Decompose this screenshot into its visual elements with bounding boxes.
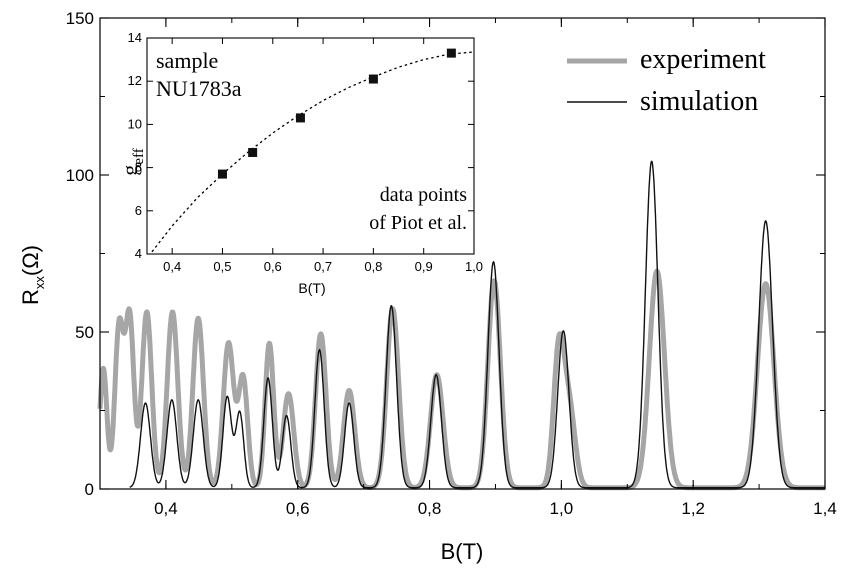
inset-y-axis-label: geff (117, 148, 147, 175)
legend: experiment simulation (567, 44, 766, 117)
data-point (446, 48, 456, 58)
inset-y-tick-label: 6 (135, 203, 142, 218)
main-ticks: 0,4 0,6 0,8 1,0 1,2 1,4 0 50 100 150 (66, 9, 837, 518)
inset-x-tick-label: 0,5 (213, 259, 231, 274)
legend-label-experiment: experiment (640, 44, 766, 75)
x-tick-label: 1,2 (681, 499, 705, 518)
x-tick-label: 1,4 (813, 499, 837, 518)
inset-y-tick-label: 4 (135, 246, 142, 261)
data-point (248, 147, 258, 157)
main-x-axis-label: B(T) (441, 539, 484, 564)
inset-data-points (217, 48, 456, 179)
data-point (217, 169, 227, 179)
main-curves (97, 160, 827, 491)
inset-x-tick-label: 1,0 (465, 259, 483, 274)
inset-y-tick-label: 12 (128, 73, 142, 88)
inset-ticks: 0,4 0,5 0,6 0,7 0,8 0,9 1,0 4 6 8 10 12 14 (128, 30, 484, 274)
fit-curve-line (151, 51, 475, 253)
inset-x-tick-label: 0,8 (364, 259, 382, 274)
inset-x-tick-label: 0,6 (264, 259, 282, 274)
inset-x-tick-label: 0,7 (314, 259, 332, 274)
inset-annotation-sample-id: NU1783a (156, 76, 242, 101)
inset-y-tick-label: 8 (135, 160, 142, 175)
x-tick-label: 0,6 (286, 499, 310, 518)
main-y-axis-label: Rxx(Ω) (18, 245, 47, 305)
inset-plot: 0,4 0,5 0,6 0,7 0,8 0,9 1,0 4 6 8 10 12 14 B(T) geff… (117, 30, 483, 296)
x-tick-label: 0,4 (154, 499, 178, 518)
inset-annotation-sample: sample (156, 48, 218, 73)
series-line-simulation (129, 160, 825, 489)
inset-y-tick-label: 14 (128, 30, 142, 45)
x-tick-label: 0,8 (418, 499, 442, 518)
inset-x-tick-label: 0,9 (415, 259, 433, 274)
inset-background (147, 38, 474, 254)
inset-frame (146, 37, 475, 255)
y-tick-label: 0 (85, 480, 94, 499)
x-tick-label: 1,0 (550, 499, 574, 518)
inset-annotation-source: of Piot et al. (369, 212, 467, 234)
y-tick-label: 100 (66, 166, 94, 185)
inset-x-axis-label: B(T) (298, 280, 325, 296)
inset-annotation-note: data points (380, 184, 467, 206)
legend-label-simulation: simulation (640, 86, 758, 117)
inset-y-tick-label: 10 (128, 116, 142, 131)
y-tick-label: 50 (75, 323, 94, 342)
data-point (295, 113, 305, 123)
inset-fit-curve (151, 51, 475, 253)
data-point (368, 74, 378, 84)
inset-x-tick-label: 0,4 (163, 259, 181, 274)
y-tick-label: 150 (66, 9, 94, 28)
